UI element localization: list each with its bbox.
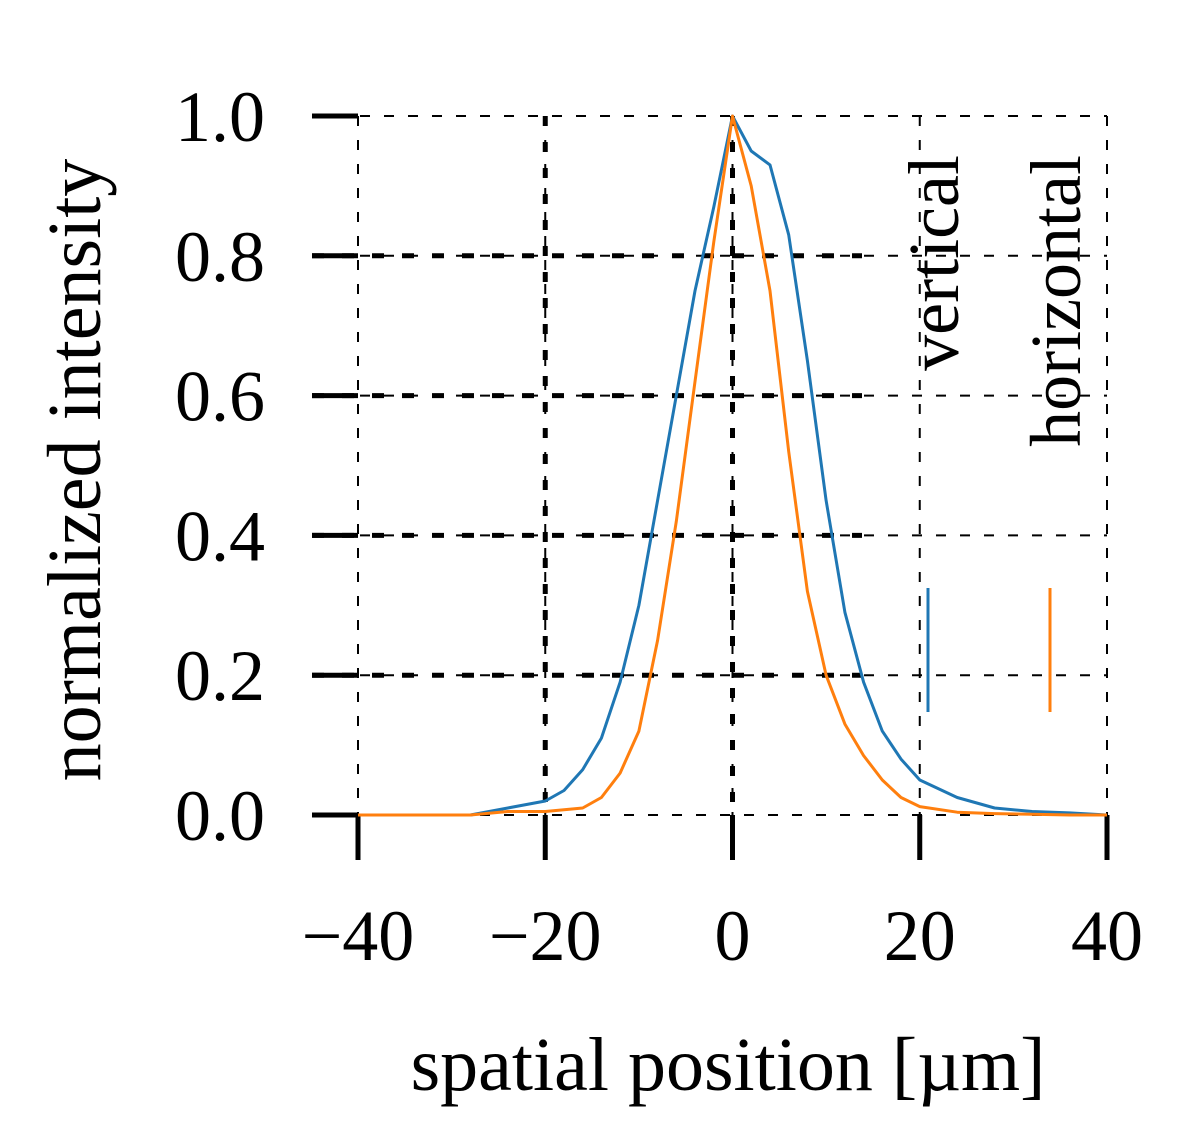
y-tick-label: 0.6: [175, 357, 265, 437]
y-tick-label: 0.2: [175, 636, 265, 716]
y-tick-label: 0.8: [175, 217, 265, 297]
x-tick-label: 0: [715, 896, 751, 976]
y-tick-label: 0.0: [175, 776, 265, 856]
legend-label-horizontal: horizontal: [1016, 155, 1096, 447]
y-tick-label: 1.0: [175, 77, 265, 157]
y-axis-label: normalized intensity: [33, 159, 117, 782]
x-tick-label: 20: [884, 896, 956, 976]
y-tick-label: 0.4: [175, 496, 265, 576]
legend-label-vertical: vertical: [894, 155, 974, 371]
grid: [312, 115, 1108, 816]
x-tick-label: −40: [302, 896, 415, 976]
x-axis-label: spatial position [µm]: [411, 1023, 1046, 1107]
series-lines: [358, 114, 1108, 817]
legend: vertical horizontal: [894, 155, 1096, 712]
x-tick-label: 40: [1071, 896, 1143, 976]
series-line-horizontal: [358, 114, 1107, 817]
axes: 0.0 0.2 0.4 0.6 0.8 1.0 −40 −20 0 20 40: [175, 77, 1143, 976]
x-tick-label: −20: [489, 896, 602, 976]
